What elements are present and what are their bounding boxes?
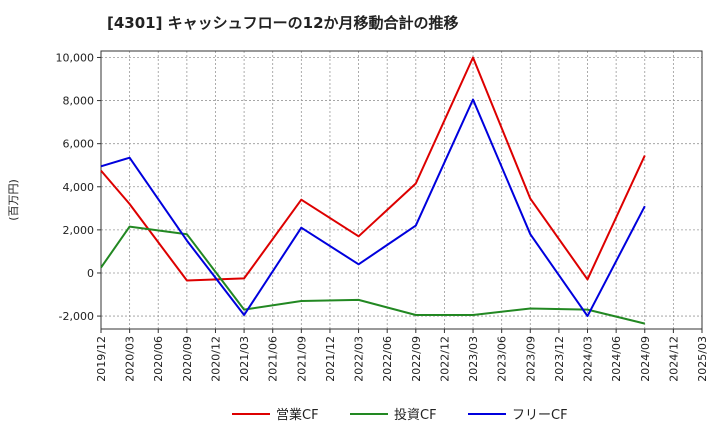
series-group xyxy=(100,56,646,325)
x-tick-label: 2021/03 xyxy=(238,336,251,382)
x-tick-label: 2022/09 xyxy=(410,336,423,382)
x-tick-label: 2021/09 xyxy=(295,336,308,382)
x-tick-label: 2020/12 xyxy=(209,336,222,382)
x-tick-label: 2024/06 xyxy=(610,336,623,382)
y-tick-label: 10,000 xyxy=(56,51,95,64)
y-tick-label: 8,000 xyxy=(63,95,95,108)
legend: 営業CF 投資CF フリーCF xyxy=(232,407,568,423)
x-tick-label: 2021/06 xyxy=(267,336,280,382)
y-tick-label: 6,000 xyxy=(63,138,95,151)
legend-label: 営業CF xyxy=(276,407,319,423)
y-tick-label: 0 xyxy=(87,267,94,280)
x-tick-label: 2024/03 xyxy=(582,336,595,382)
y-tick-label: -2,000 xyxy=(59,310,94,323)
y-axis-label: (百万円) xyxy=(7,179,20,221)
series-line xyxy=(100,56,646,282)
x-tick-label: 2022/03 xyxy=(353,336,366,382)
y-axis: -2,000 0 2,000 4,000 6,000 8,000 10,000 xyxy=(56,51,101,323)
plot-frame xyxy=(100,50,703,330)
legend-label: 投資CF xyxy=(394,407,437,423)
x-tick-label: 2023/12 xyxy=(553,336,566,382)
x-axis: 2019/12 2020/03 2020/06 2020/09 2020/12 2021/… xyxy=(95,329,709,382)
series-line xyxy=(100,225,646,325)
y-tick-label: 4,000 xyxy=(63,181,95,194)
x-tick-label: 2024/12 xyxy=(667,336,680,382)
x-tick-label: 2025/03 xyxy=(696,336,709,382)
x-tick-label: 2023/06 xyxy=(496,336,509,382)
x-tick-label: 2021/12 xyxy=(324,336,337,382)
series-line xyxy=(100,98,646,318)
y-tick-label: 2,000 xyxy=(63,224,95,237)
x-tick-label: 2020/06 xyxy=(152,336,165,382)
x-tick-label: 2023/09 xyxy=(524,336,537,382)
x-tick-label: 2020/03 xyxy=(124,336,137,382)
x-tick-label: 2020/09 xyxy=(181,336,194,382)
legend-label: フリーCF xyxy=(512,408,568,423)
x-tick-label: 2023/03 xyxy=(467,336,480,382)
x-tick-label: 2022/06 xyxy=(381,336,394,382)
chart-title: [4301] キャッシュフローの12か月移動合計の推移 xyxy=(107,14,459,32)
grid xyxy=(101,51,702,329)
x-tick-label: 2024/09 xyxy=(639,336,652,382)
x-tick-label: 2022/12 xyxy=(438,336,451,382)
x-tick-label: 2019/12 xyxy=(95,336,108,382)
